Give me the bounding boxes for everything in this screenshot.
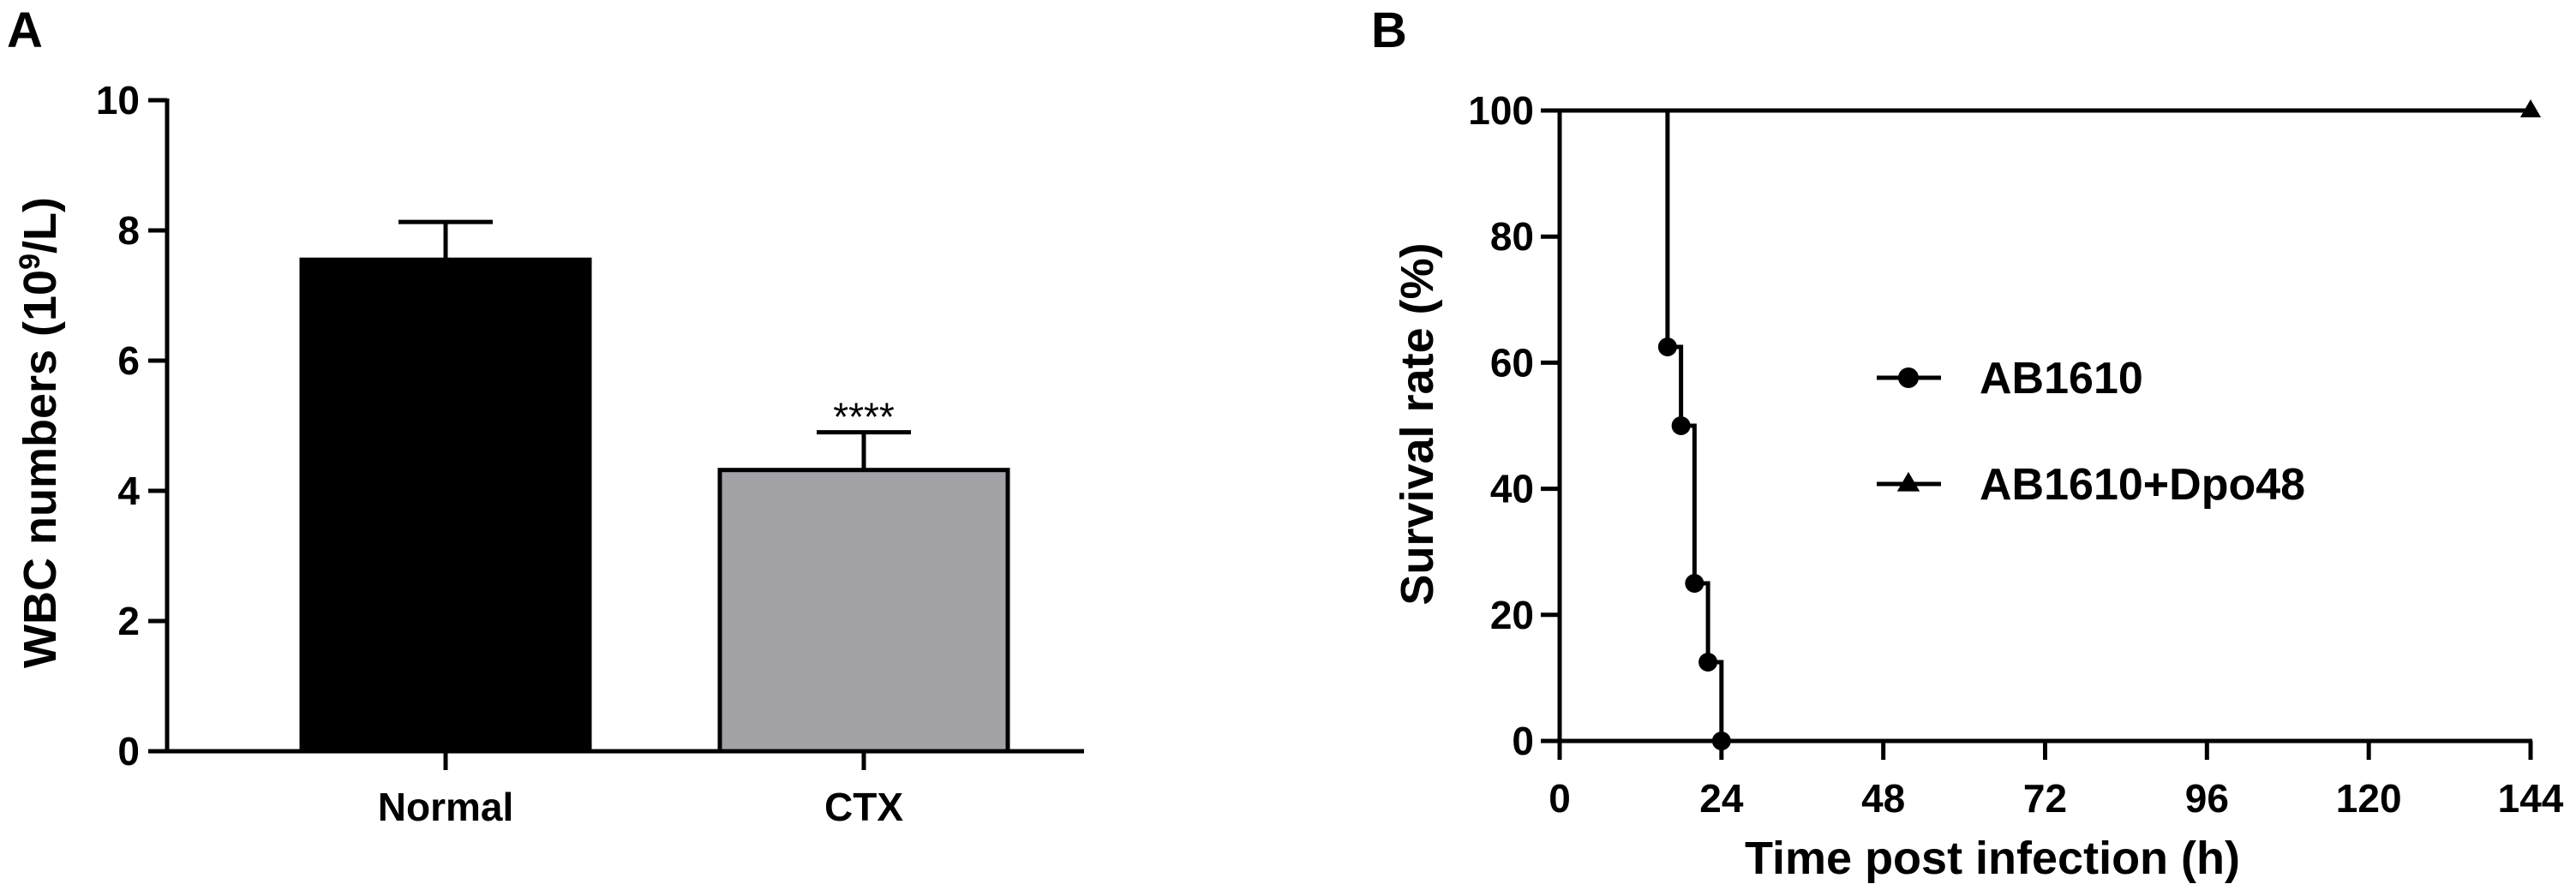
legend-label-1: AB1610 — [1980, 354, 2143, 403]
x-tick-label-0: 0 — [1549, 776, 1571, 821]
panel-b-label: B — [1371, 3, 1407, 58]
panel-a-bars: Normal CTX **** — [299, 219, 1010, 829]
y-tick-label-0: 0 — [1512, 719, 1534, 763]
panel-b-x-axis-label: Time post infection (h) — [1745, 833, 2240, 884]
panel-a-y-axis-label: WBC numbers (109/L) — [14, 197, 66, 668]
x-tick-label-24: 24 — [1699, 776, 1744, 821]
x-tick-label-96: 96 — [2185, 776, 2229, 821]
y-tick-label-20: 20 — [1490, 593, 1534, 637]
y-tick-label-10: 10 — [96, 78, 140, 122]
series-1-point-1 — [1657, 337, 1677, 356]
panel-a-y-axis-label-main: WBC numbers (10 — [15, 270, 66, 668]
x-tick-label-144: 144 — [2498, 776, 2564, 821]
x-tick-label-120: 120 — [2336, 776, 2402, 821]
series-1-point-4 — [1698, 653, 1718, 672]
series-1-point-3 — [1685, 574, 1704, 593]
significance-label-2: **** — [833, 395, 895, 439]
y-tick-label-2: 2 — [117, 599, 140, 643]
panel-a-label: A — [7, 3, 43, 58]
panel-a-axes: 0 2 4 6 8 10 — [96, 78, 1084, 774]
x-tick-label-48: 48 — [1861, 776, 1905, 821]
series-2-point-1 — [2519, 99, 2542, 117]
panel-b-survival-chart: B Survival rate (%) Time post infection … — [1371, 3, 2564, 884]
y-tick-label-6: 6 — [117, 338, 140, 383]
panel-b-legend: AB1610 AB1610+Dpo48 — [1877, 354, 2305, 510]
series-line-1 — [1560, 108, 1724, 741]
bar-1 — [299, 257, 592, 754]
category-label-1: Normal — [378, 785, 513, 829]
panel-b-series — [1560, 99, 2542, 750]
y-tick-label-80: 80 — [1490, 214, 1534, 259]
y-tick-label-8: 8 — [117, 208, 140, 253]
legend-marker-1 — [1898, 367, 1919, 388]
y-tick-label-4: 4 — [117, 469, 140, 513]
panel-a-y-axis-label-superscript: 9 — [14, 254, 46, 270]
panel-b-y-axis-label: Survival rate (%) — [1392, 242, 1443, 605]
y-tick-label-0: 0 — [117, 729, 140, 774]
panel-a-bar-chart: A WBC numbers (109/L) Normal CTX **** 0 2 4 6… — [7, 3, 1084, 829]
y-tick-label-100: 100 — [1468, 88, 1534, 133]
y-tick-label-60: 60 — [1490, 340, 1534, 385]
category-label-2: CTX — [824, 785, 903, 829]
series-1-point-2 — [1671, 416, 1691, 435]
x-tick-label-72: 72 — [2023, 776, 2067, 821]
y-tick-label-40: 40 — [1490, 467, 1534, 511]
legend-marker-2 — [1896, 471, 1920, 492]
panel-a-y-axis-label-end: /L) — [15, 197, 66, 254]
legend-label-2: AB1610+Dpo48 — [1980, 460, 2305, 510]
panel-b-axes: 0 20 40 60 80 100 0 24 48 72 96 120 144 — [1468, 88, 2564, 821]
bar-2 — [717, 468, 1010, 754]
